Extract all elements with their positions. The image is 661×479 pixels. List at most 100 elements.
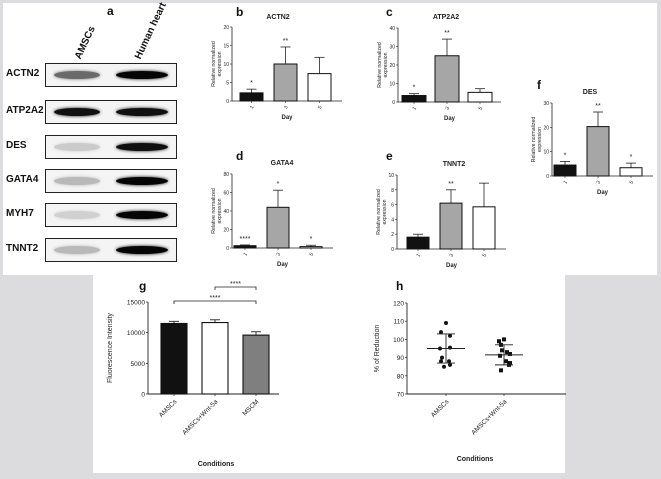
- x-tick-label: 1: [243, 252, 250, 258]
- panel-label-g: g: [139, 279, 147, 293]
- band-human-heart: [116, 108, 168, 116]
- band-amscs: [54, 246, 100, 254]
- bar-day-1: [233, 245, 257, 249]
- y-axis-label: Relative normalizedexpression: [211, 188, 223, 234]
- y-tick-label: 20: [223, 228, 229, 234]
- significance-marker: ****: [230, 281, 241, 288]
- blot-membrane: [45, 100, 177, 124]
- bar-day-1: [239, 92, 264, 102]
- panel-label-c: c: [386, 5, 393, 19]
- bar-day-1: [401, 95, 427, 103]
- x-axis-label: Conditions: [457, 456, 494, 463]
- x-tick-label: 1: [412, 106, 419, 112]
- y-tick-label: 5000: [131, 361, 146, 368]
- significance-bracket: [173, 300, 257, 304]
- x-tick-label: 3: [276, 252, 283, 258]
- y-tick-label: 0: [226, 246, 229, 252]
- blot-row-des: DES: [6, 135, 178, 159]
- x-axis-label: Day: [281, 115, 293, 121]
- bar-day-5: [307, 73, 332, 102]
- bar-day-3: [273, 63, 298, 102]
- data-point: [500, 348, 504, 353]
- data-point: [439, 330, 443, 335]
- y-axis-label: Relative normalizedexpression: [211, 41, 223, 87]
- band-human-heart: [116, 143, 168, 151]
- panel-label-h: h: [396, 279, 404, 293]
- y-tick-label: 90: [397, 355, 405, 362]
- y-tick-label: 0: [546, 174, 549, 180]
- x-tick-label: 5: [629, 180, 636, 186]
- significance-marker: ****: [210, 295, 221, 302]
- x-tick-label: 5: [482, 253, 489, 259]
- data-point: [448, 362, 452, 367]
- y-tick-label: 10000: [127, 330, 145, 337]
- chart-fluorescence-intensity: 0 5000 10000 15000 Fluorescence Intensity AMS…: [107, 281, 279, 468]
- bar-day-3: [439, 202, 463, 250]
- data-point: [440, 355, 444, 360]
- y-tick-label: 20: [543, 125, 549, 131]
- blot-membrane: [45, 169, 177, 193]
- data-point: [439, 359, 443, 364]
- x-tick-label: 5: [478, 106, 485, 112]
- x-tick-label: AMSCs: [158, 398, 179, 419]
- y-tick-label: 15000: [127, 300, 145, 307]
- chart-title: GATA4: [271, 160, 294, 167]
- y-tick-label: 15: [223, 44, 229, 50]
- y-tick-label: 0: [391, 247, 394, 253]
- band-human-heart: [116, 177, 168, 185]
- blot-membrane: [45, 63, 177, 87]
- blot-row-atp2a2: ATP2A2: [6, 100, 178, 124]
- band-human-heart: [116, 71, 168, 79]
- y-tick-label: 40: [223, 209, 229, 215]
- x-tick-label: 5: [309, 252, 316, 258]
- band-amscs: [54, 108, 100, 116]
- blot-gene-label: TNNT2: [6, 243, 39, 254]
- data-point: [502, 337, 506, 342]
- y-tick-label: 0: [226, 99, 229, 105]
- panel-label-b: b: [236, 5, 244, 19]
- bar-mscm: [242, 334, 270, 395]
- data-point: [447, 359, 451, 364]
- data-point: [497, 339, 501, 344]
- data-point: [508, 351, 512, 356]
- chart-atp2a2: ATP2A2 0 10 20 30 40 Relative normalizedexpres…: [377, 14, 501, 122]
- significance-marker: **: [448, 181, 454, 188]
- data-point: [505, 350, 509, 355]
- bar-amscs: [160, 322, 188, 395]
- chart-des: DES 0 10 20 30 Relative normalizedexpression *…: [531, 89, 653, 196]
- y-axis-label: % of Reduction: [374, 325, 381, 373]
- significance-marker: *: [277, 181, 280, 188]
- y-axis-label: Fluorescence Intensity: [107, 312, 114, 383]
- x-tick-label: AMSCs: [430, 398, 451, 419]
- blot-gene-label: ATP2A2: [6, 105, 44, 116]
- y-axis-label: Relative normalizedexpression: [376, 189, 388, 235]
- blot-gene-label: MYH7: [6, 208, 34, 219]
- y-tick-label: 8: [391, 188, 394, 194]
- significance-marker: **: [444, 30, 450, 37]
- y-tick-label: 30: [543, 101, 549, 107]
- y-tick-label: 30: [389, 45, 395, 51]
- y-tick-label: 40: [389, 26, 395, 32]
- y-tick-label: 120: [393, 301, 404, 308]
- blot-row-gata4: GATA4: [6, 169, 178, 193]
- y-tick-label: 10: [389, 82, 395, 88]
- bar-day-3: [586, 126, 610, 177]
- bar-day-5: [619, 167, 643, 177]
- blot-row-actn2: ACTN2: [6, 63, 178, 87]
- y-tick-label: 60: [223, 191, 229, 197]
- y-tick-label: 80: [397, 373, 405, 380]
- band-human-heart: [116, 246, 168, 254]
- chart-title: ATP2A2: [433, 14, 459, 21]
- x-tick-label: 5: [317, 105, 324, 111]
- x-tick-label: MSCM: [241, 398, 260, 417]
- y-tick-label: 0: [141, 392, 145, 399]
- x-tick-label: 3: [449, 253, 456, 259]
- bar-day-3: [434, 55, 460, 103]
- panel-label-e: e: [386, 149, 393, 163]
- blot-membrane: [45, 238, 177, 262]
- x-axis-label: Day: [277, 262, 289, 268]
- chart-percent-reduction: 70 80 90 100 110 120 % of Reduction AMSCs AMSCs+…: [374, 301, 566, 463]
- significance-marker: **: [283, 38, 289, 45]
- bar-day-5: [472, 206, 496, 250]
